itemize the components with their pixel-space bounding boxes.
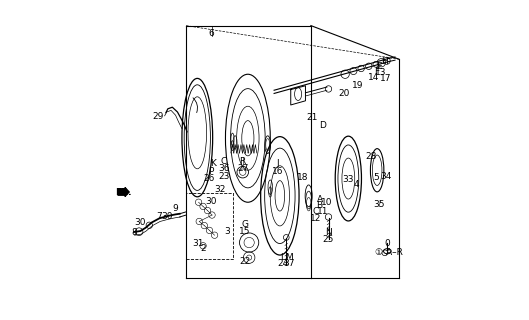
Text: 21: 21 [306, 113, 317, 122]
Text: 30: 30 [134, 218, 146, 227]
Text: 32: 32 [215, 185, 226, 194]
Text: 12: 12 [310, 214, 322, 223]
Text: P: P [208, 167, 213, 176]
Bar [186, 193, 233, 259]
Text: 27: 27 [237, 164, 249, 173]
Text: 11: 11 [317, 207, 329, 216]
Text: 28: 28 [365, 152, 377, 161]
Text: 20: 20 [339, 89, 350, 98]
Text: 16: 16 [272, 167, 284, 176]
Text: 8: 8 [131, 228, 137, 237]
Text: 23: 23 [218, 172, 230, 181]
Text: 33: 33 [343, 175, 354, 184]
Text: 34: 34 [380, 172, 392, 181]
Text: 30: 30 [161, 212, 173, 221]
Text: 9: 9 [172, 204, 178, 213]
Text: 14: 14 [368, 73, 379, 82]
Text: 7: 7 [156, 212, 162, 221]
Text: L: L [280, 253, 286, 262]
Text: 18: 18 [297, 173, 308, 182]
Text: 30: 30 [205, 197, 216, 206]
Text: 35: 35 [373, 200, 385, 209]
Text: ① A–R: ① A–R [375, 248, 403, 257]
Text: C: C [221, 157, 226, 166]
Text: G: G [241, 220, 248, 229]
Text: 17: 17 [380, 74, 391, 83]
Text: R: R [240, 157, 246, 166]
Text: 36: 36 [218, 164, 229, 173]
Text: 10: 10 [321, 198, 333, 207]
Text: H: H [381, 57, 388, 66]
Text: 6: 6 [209, 29, 215, 38]
Text: 31: 31 [192, 239, 204, 248]
Text: B: B [316, 201, 323, 210]
Text: J: J [277, 159, 279, 168]
Text: D: D [320, 121, 326, 130]
Text: 37: 37 [284, 260, 295, 268]
Text: 22: 22 [240, 257, 251, 266]
Text: F: F [374, 67, 379, 76]
Text: 2: 2 [200, 244, 206, 253]
Text: A: A [316, 195, 323, 204]
Text: 26: 26 [204, 174, 215, 183]
Text: 15: 15 [239, 228, 250, 236]
Text: 4: 4 [353, 180, 359, 189]
Text: K: K [209, 159, 216, 168]
Text: 25: 25 [323, 235, 334, 244]
Text: 3: 3 [224, 227, 230, 236]
Text: FR.: FR. [115, 188, 132, 197]
Text: N: N [325, 228, 332, 237]
Text: 5: 5 [373, 173, 379, 182]
Text: C: C [313, 207, 319, 216]
Text: 13: 13 [375, 68, 386, 77]
Text: 24: 24 [277, 260, 289, 268]
Text: 0: 0 [385, 239, 390, 248]
Text: 29: 29 [152, 112, 164, 121]
Text: 19: 19 [352, 81, 363, 90]
Text: E: E [376, 62, 382, 71]
Text: M: M [286, 253, 294, 262]
FancyArrow shape [118, 188, 129, 196]
